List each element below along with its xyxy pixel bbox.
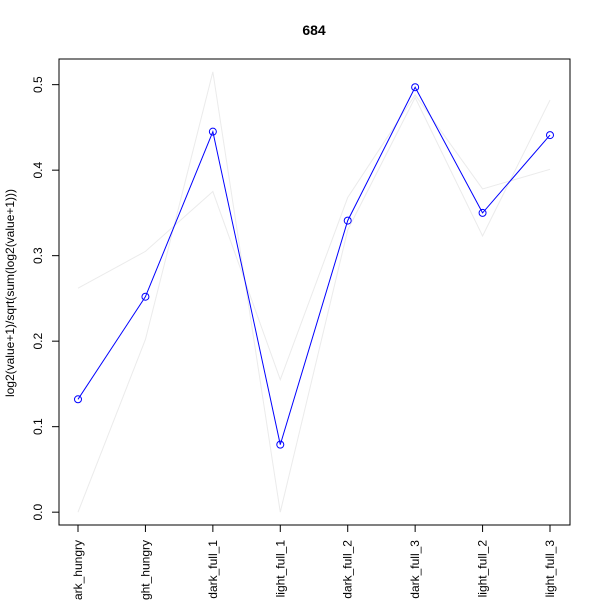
y-axis: 0.0 0.1 0.2 0.3 0.4 0.5 [31,76,59,521]
data-point [74,395,82,404]
data-point [411,83,420,92]
y-tick-label: 0.5 [31,76,45,93]
y-tick-label: 0.1 [31,418,45,435]
main-series [74,83,554,449]
data-point [546,131,554,140]
y-tick-label: 0.4 [31,161,45,178]
chart-title: 684 [302,22,326,38]
data-point [343,216,352,225]
x-tick-label: light_full_2 [476,540,490,598]
x-tick-label: light_hungry [138,540,152,600]
background-lines [77,71,551,513]
x-tick-label: light_full_1 [273,540,287,598]
x-tick-label: dark_full_3 [408,540,422,599]
plot-frame [58,58,571,526]
x-tick-label: light_full_3 [543,540,557,598]
background-line-1 [77,94,551,382]
y-tick-label: 0.0 [31,504,45,521]
y-axis-label: log2(value+1)/sqrt(sum(log2(value+1))) [3,189,17,397]
series-line [77,86,551,445]
x-tick-label: dark_full_2 [341,540,355,599]
data-point [276,440,285,449]
y-tick-label: 0.3 [31,247,45,264]
data-point [478,208,487,217]
data-point [208,127,217,136]
x-axis: dark_hungry light_hungry dark_full_1 light_… [71,525,557,600]
x-tick-label: dark_full_1 [206,540,220,599]
data-point [141,292,150,301]
x-tick-label: dark_hungry [71,540,85,600]
background-line-2 [77,71,551,513]
y-tick-label: 0.2 [31,333,45,350]
